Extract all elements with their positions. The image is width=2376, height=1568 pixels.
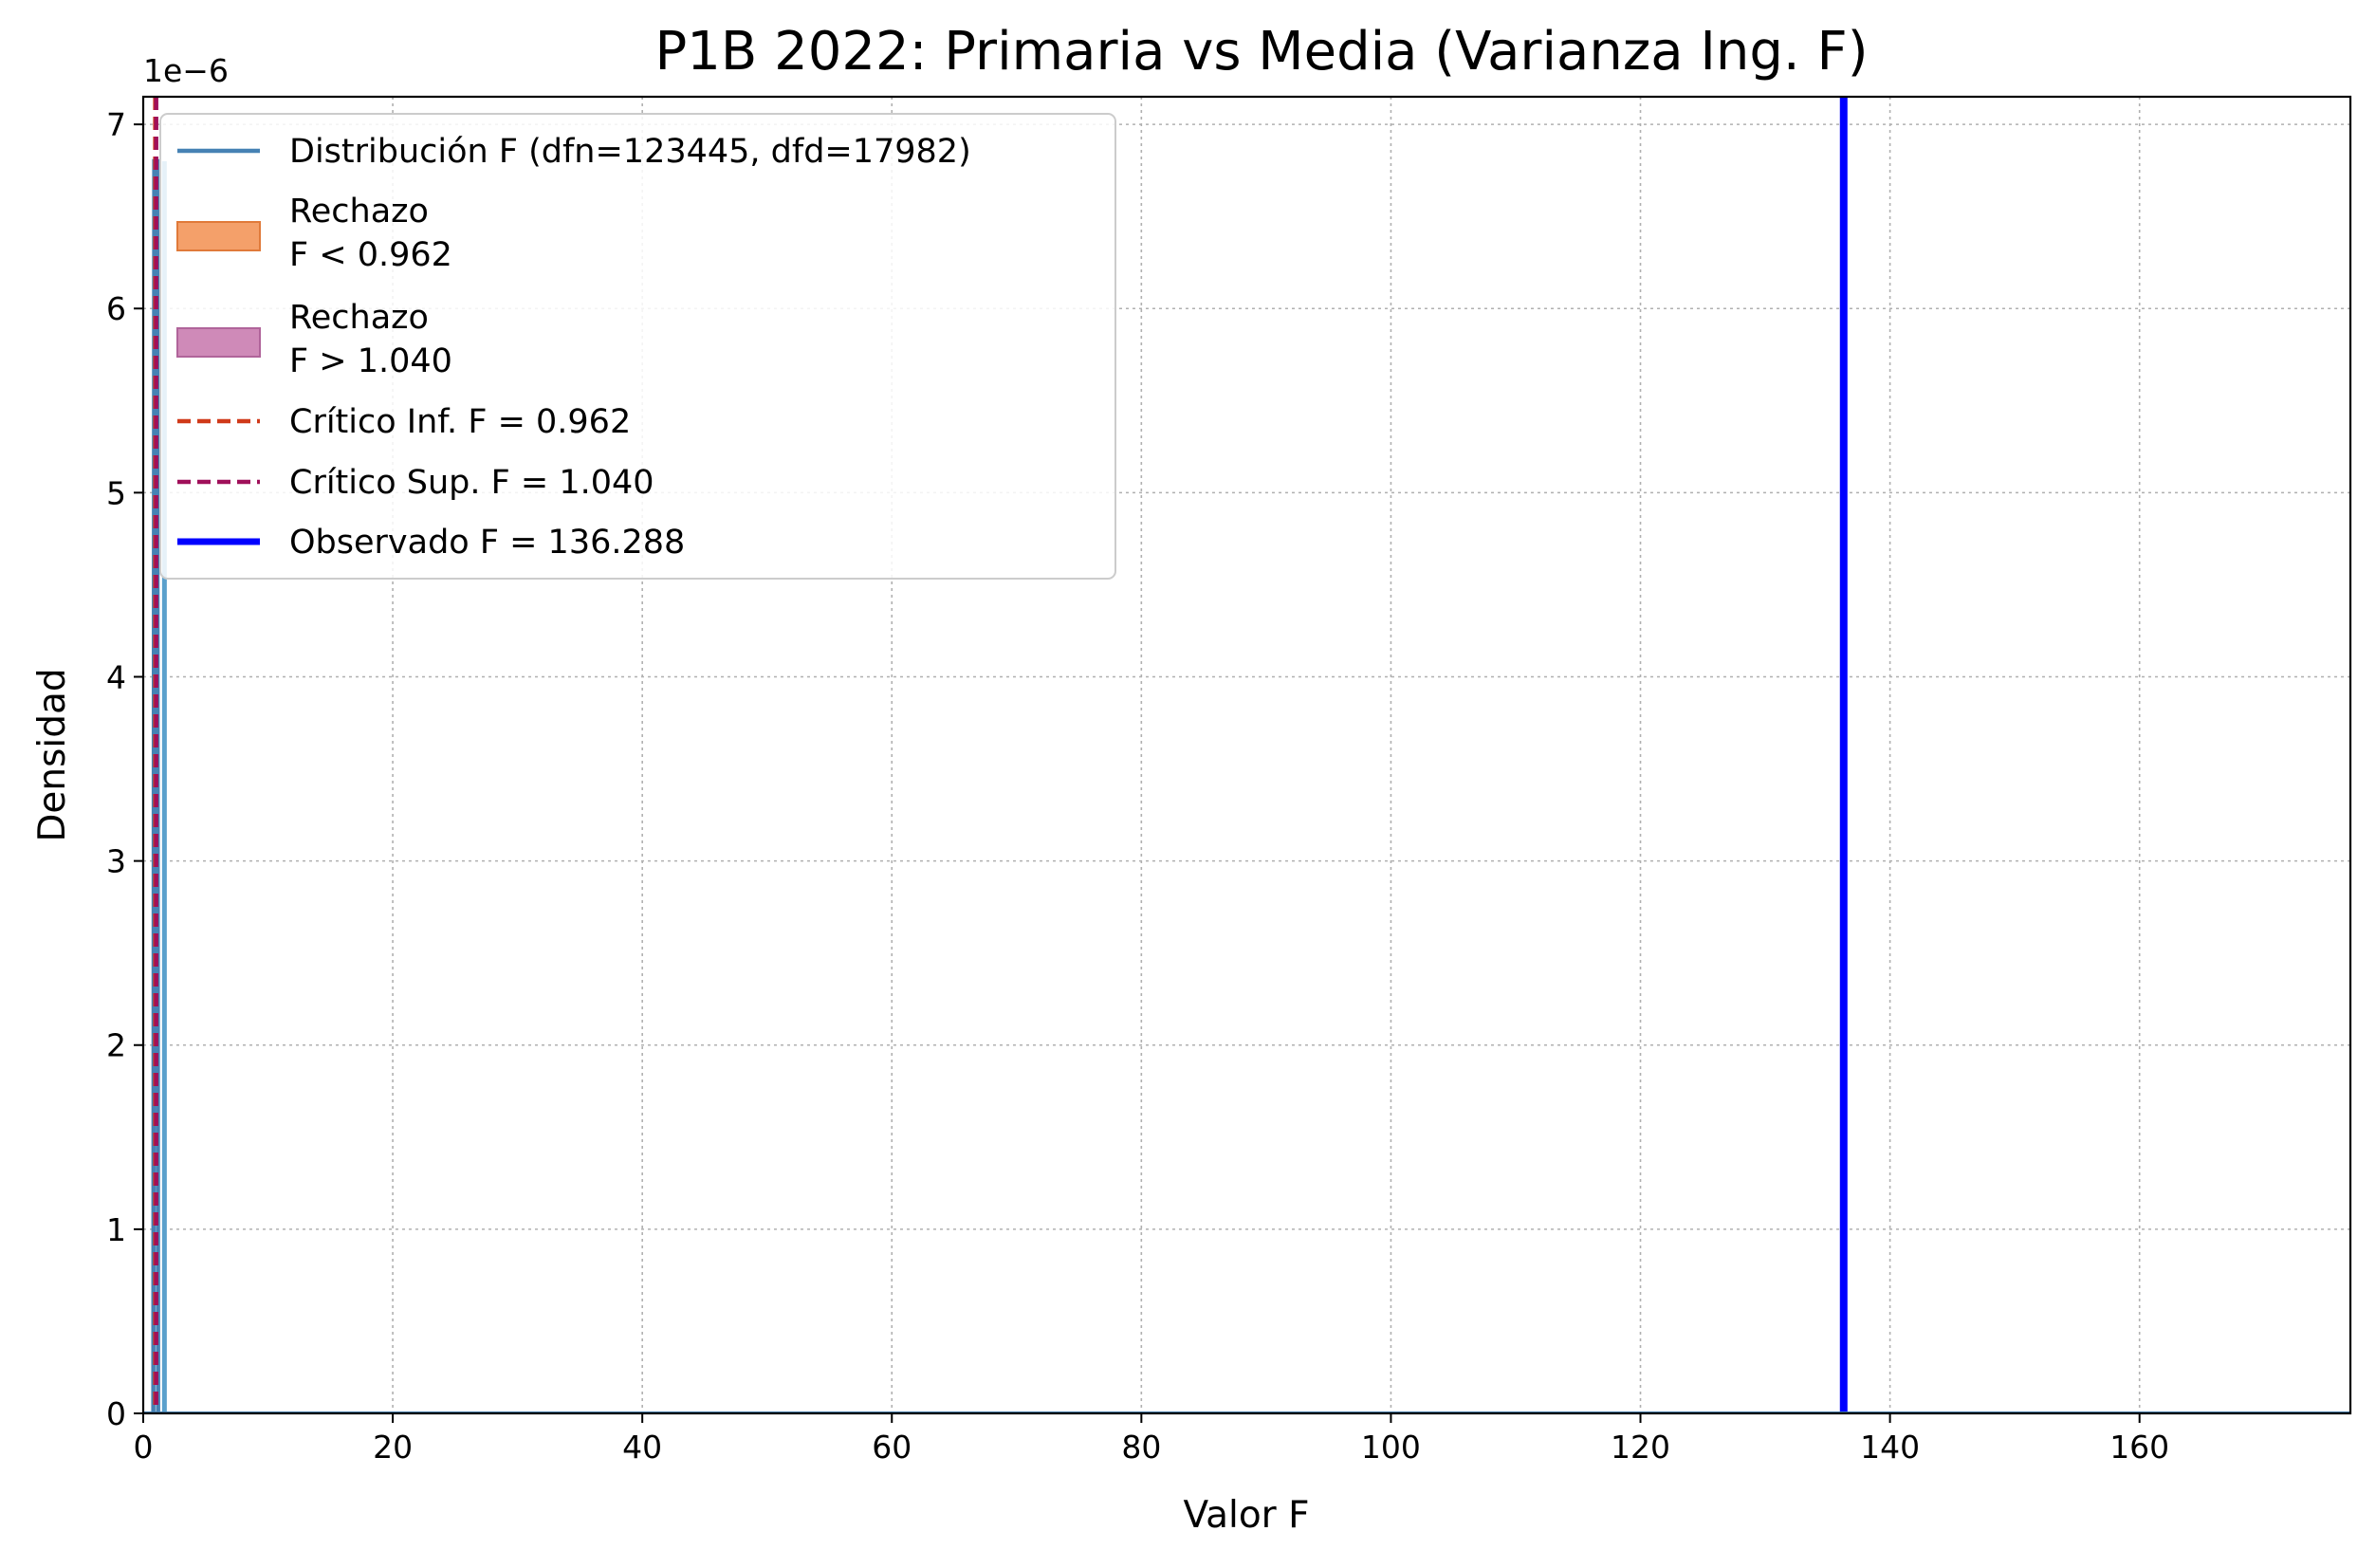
legend-label-critical-upper: Crítico Sup. F = 1.040 (289, 464, 654, 502)
x-tick-label: 120 (1611, 1429, 1670, 1466)
x-tick-label: 0 (134, 1429, 154, 1466)
legend-swatch-lower-rejection (176, 221, 261, 251)
y-tick-label: 7 (106, 106, 126, 143)
y-tick-label: 2 (106, 1027, 126, 1064)
x-tick-label: 60 (872, 1429, 912, 1466)
y-tick-label: 5 (106, 474, 126, 511)
x-tick-label: 160 (2109, 1429, 2169, 1466)
y-tick-label: 3 (106, 843, 126, 880)
x-tick-label: 100 (1361, 1429, 1421, 1466)
x-axis-label: Valor F (1183, 1494, 1309, 1537)
plot-frame (141, 95, 2352, 1415)
x-tick-label: 140 (1860, 1429, 1920, 1466)
x-tick-label: 80 (1121, 1429, 1161, 1466)
legend-label-observed: Observado F = 136.288 (289, 524, 685, 562)
legend: Distribución F (dfn=123445, dfd=17982) R… (159, 113, 1116, 580)
legend-swatch-upper-rejection (176, 327, 261, 358)
y-tick-label: 4 (106, 658, 126, 695)
legend-label-upper-rejection: Rechazo F > 1.040 (289, 299, 452, 380)
x-tick-label: 40 (622, 1429, 662, 1466)
legend-frame (159, 113, 1116, 580)
chart-title: P1B 2022: Primaria vs Media (Varianza In… (654, 21, 1868, 83)
y-tick-label: 6 (106, 290, 126, 327)
y-offset-text: 1e−6 (143, 52, 229, 89)
legend-label-critical-lower: Crítico Inf. F = 0.962 (289, 403, 631, 441)
x-tick-label: 20 (373, 1429, 413, 1466)
legend-label-lower-rejection: Rechazo F < 0.962 (289, 193, 452, 274)
x-axis-ticks: 0 20 40 60 80 100 120 140 160 (134, 1413, 2169, 1466)
y-tick-label: 0 (106, 1395, 126, 1432)
y-axis-ticks: 0 1 2 3 4 5 6 7 (106, 106, 143, 1432)
y-axis-label: Densidad (31, 668, 74, 841)
legend-label-f-distribution: Distribución F (dfn=123445, dfd=17982) (289, 133, 971, 171)
y-tick-label: 1 (106, 1211, 126, 1248)
